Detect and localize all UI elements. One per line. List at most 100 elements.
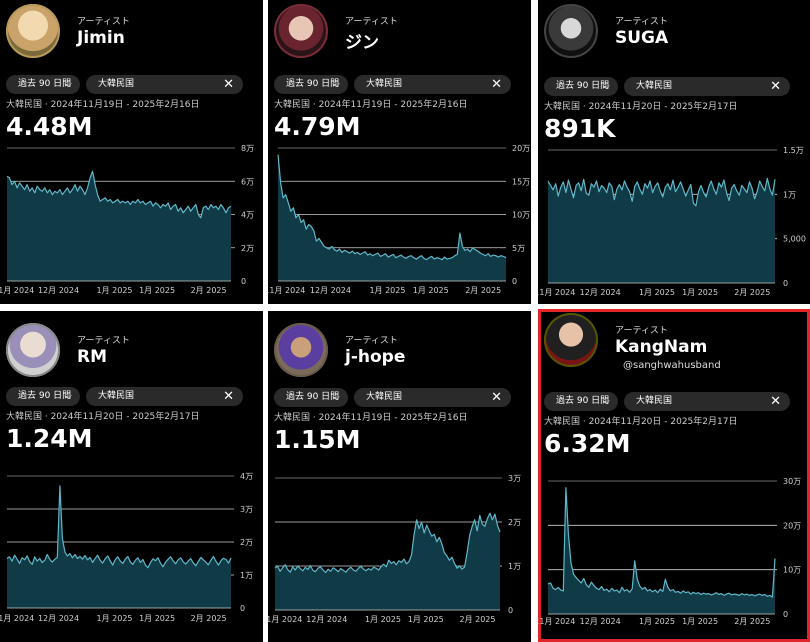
close-icon[interactable]: ✕	[223, 389, 234, 404]
x-tick-label: 2月 2025	[191, 614, 227, 623]
period-dropdown[interactable]: 過去 90 日間 ⌵	[274, 75, 348, 94]
x-tick-label: 1月 2025	[408, 615, 444, 624]
series-line	[6, 485, 232, 569]
artist-role-label: アーティスト	[615, 326, 668, 336]
y-tick-label: 20万	[783, 521, 801, 530]
artist-role-label: アーティスト	[77, 17, 130, 27]
chevron-down-icon: ⌵	[602, 81, 610, 92]
region-filter-chip[interactable]: 大韓民国 ✕	[86, 387, 243, 406]
artist-panel-5: アーティスト j-hope 過去 90 日間 ⌵ 大韓民国 ✕ 大韓民国 · 2024年11…	[268, 311, 531, 642]
period-label: 過去 90 日間	[286, 392, 340, 402]
period-dropdown[interactable]: 過去 90 日間 ⌵	[544, 392, 618, 411]
x-tick-label: 2月 2025	[734, 617, 770, 626]
artist-name: ジン	[345, 33, 379, 53]
total-views: 1.15M	[274, 425, 361, 454]
period-dropdown[interactable]: 過去 90 日間 ⌵	[6, 75, 80, 94]
close-icon[interactable]: ✕	[770, 79, 781, 94]
x-tick-label: 11月 2024	[538, 617, 575, 626]
artist-avatar[interactable]	[544, 313, 598, 367]
series-line	[274, 512, 501, 574]
series-area	[548, 487, 775, 614]
x-tick-label: 12月 2024	[580, 288, 621, 297]
views-chart: 0 10万 20万 30万 11月 2024 12月 2024 1月 2025 1月 2025…	[538, 477, 801, 626]
x-tick-label: 12月 2024	[38, 286, 79, 295]
total-views: 4.79M	[274, 112, 361, 141]
period-label: 過去 90 日間	[18, 79, 72, 89]
series-line	[6, 170, 232, 219]
y-tick-label: 4万	[241, 211, 254, 220]
y-tick-label: 1万	[240, 571, 253, 580]
artist-avatar[interactable]	[274, 4, 328, 58]
artist-panel-3: アーティスト SUGA 過去 90 日間 ⌵ 大韓民国 ✕ 大韓民国 · 2024年11月2…	[538, 0, 810, 304]
x-tick-label: 1月 2025	[682, 288, 718, 297]
y-tick-label: 6万	[241, 177, 254, 186]
y-tick-label: 2万	[508, 518, 521, 527]
artist-avatar[interactable]	[6, 323, 60, 377]
x-tick-label: 11月 2024	[268, 615, 302, 624]
y-tick-label: 0	[512, 277, 517, 286]
total-views: 4.48M	[6, 112, 93, 141]
x-tick-label: 12月 2024	[310, 286, 351, 295]
x-tick-label: 1月 2025	[369, 286, 405, 295]
x-tick-label: 1月 2025	[139, 286, 175, 295]
region-label: 大韓民国	[636, 396, 673, 406]
artist-avatar[interactable]	[6, 4, 60, 58]
series-area	[275, 513, 500, 610]
artist-name: RM	[77, 347, 108, 367]
x-tick-label: 1月 2025	[97, 614, 133, 623]
y-tick-label: 20万	[512, 144, 530, 153]
artist-avatar[interactable]	[544, 4, 598, 58]
date-range: 大韓民国 · 2024年11月19日 - 2025年2月16日	[274, 100, 468, 110]
close-icon[interactable]: ✕	[491, 390, 502, 405]
x-tick-label: 1月 2025	[139, 614, 175, 623]
x-tick-label: 2月 2025	[734, 288, 770, 297]
region-filter-chip[interactable]: 大韓民国 ✕	[354, 75, 511, 94]
region-label: 大韓民国	[98, 79, 135, 89]
chevron-down-icon: ⌵	[602, 396, 610, 407]
artist-role-label: アーティスト	[345, 336, 398, 346]
series-area	[7, 485, 231, 608]
date-range: 大韓民国 · 2024年11月19日 - 2025年2月16日	[6, 100, 200, 110]
date-range: 大韓民国 · 2024年11月20日 - 2025年2月17日	[6, 412, 200, 422]
y-tick-label: 0	[240, 604, 245, 613]
region-filter-chip[interactable]: 大韓民国 ✕	[86, 75, 243, 94]
artist-role-label: アーティスト	[615, 17, 668, 27]
x-tick-label: 12月 2024	[580, 617, 621, 626]
y-tick-label: 4万	[240, 472, 253, 481]
region-filter-chip[interactable]: 大韓民国 ✕	[624, 77, 790, 96]
close-icon[interactable]: ✕	[491, 77, 502, 92]
artist-panel-2: アーティスト ジン 過去 90 日間 ⌵ 大韓民国 ✕ 大韓民国 · 2024年11月19日…	[268, 0, 531, 304]
y-tick-label: 3万	[508, 474, 521, 483]
artist-role-label: アーティスト	[77, 336, 130, 346]
period-dropdown[interactable]: 過去 90 日間 ⌵	[274, 388, 348, 407]
artist-avatar[interactable]	[274, 323, 328, 377]
views-chart: 0 2万 4万 6万 8万 11月 2024 12月 2024 1月 2025 1月 2025 2…	[0, 144, 254, 295]
y-tick-label: 1.5万	[783, 146, 804, 155]
y-tick-label: 1万	[783, 190, 796, 199]
x-tick-label: 1月 2025	[365, 615, 401, 624]
total-views: 1.24M	[6, 424, 93, 453]
region-filter-chip[interactable]: 大韓民国 ✕	[354, 388, 511, 407]
period-dropdown[interactable]: 過去 90 日間 ⌵	[544, 77, 618, 96]
close-icon[interactable]: ✕	[770, 394, 781, 409]
y-tick-label: 3万	[240, 505, 253, 514]
x-tick-label: 2月 2025	[465, 286, 501, 295]
series-area	[548, 178, 775, 283]
close-icon[interactable]: ✕	[223, 77, 234, 92]
series-line	[547, 487, 776, 598]
artist-name: Jimin	[77, 28, 125, 48]
artist-panel-4: アーティスト RM 過去 90 日間 ⌵ 大韓民国 ✕ 大韓民国 · 2024年11月20日…	[0, 311, 263, 642]
y-tick-label: 2万	[240, 538, 253, 547]
region-label: 大韓民国	[366, 392, 403, 402]
series-area	[278, 154, 506, 281]
y-tick-label: 30万	[783, 477, 801, 486]
region-filter-chip[interactable]: 大韓民国 ✕	[624, 392, 790, 411]
period-label: 過去 90 日間	[556, 396, 610, 406]
series-line	[547, 177, 776, 207]
period-dropdown[interactable]: 過去 90 日間 ⌵	[6, 387, 80, 406]
date-range: 大韓民国 · 2024年11月20日 - 2025年2月17日	[544, 417, 738, 427]
y-tick-label: 10万	[783, 566, 801, 575]
series-area	[7, 171, 231, 281]
series-line	[277, 154, 507, 261]
x-tick-label: 2月 2025	[460, 615, 496, 624]
